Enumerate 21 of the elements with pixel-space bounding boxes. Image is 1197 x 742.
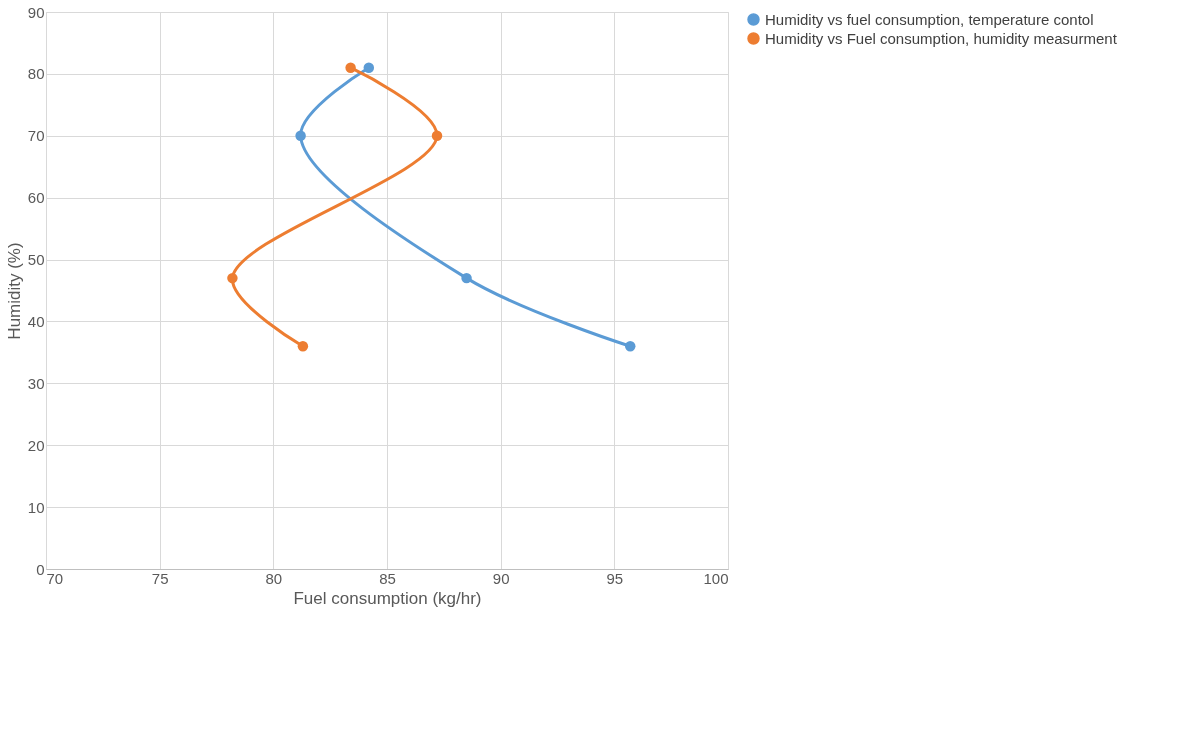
x-tick-label: 95: [606, 569, 624, 587]
y-tick-label: 70: [27, 127, 45, 145]
x-tick-label: 85: [379, 569, 396, 587]
y-tick-label: 90: [27, 3, 45, 21]
x-tick-label: 70: [46, 569, 64, 587]
y-axis-title: Humidity (%): [4, 242, 24, 340]
y-tick-label: 40: [27, 312, 45, 330]
y-tick-label: 0: [36, 560, 45, 578]
x-tick-label: 90: [492, 569, 510, 587]
y-tick-label: 50: [27, 251, 45, 269]
y-tick-label: 20: [27, 436, 45, 454]
x-tick-label: 75: [151, 569, 169, 587]
y-tick-label: 10: [27, 498, 45, 516]
legend-label: Humidity vs fuel consumption, temperature contol: [765, 10, 1094, 28]
x-tick-label: 100: [703, 569, 729, 587]
x-axis-title: Fuel consumption (kg/hr): [293, 588, 482, 608]
y-tick-label: 80: [27, 65, 45, 83]
y-tick-label: 60: [27, 189, 45, 207]
legend-label: Humidity vs Fuel consumption, humidity measurment: [765, 29, 1118, 47]
x-tick-label: 80: [265, 569, 283, 587]
y-tick-label: 30: [27, 374, 45, 392]
